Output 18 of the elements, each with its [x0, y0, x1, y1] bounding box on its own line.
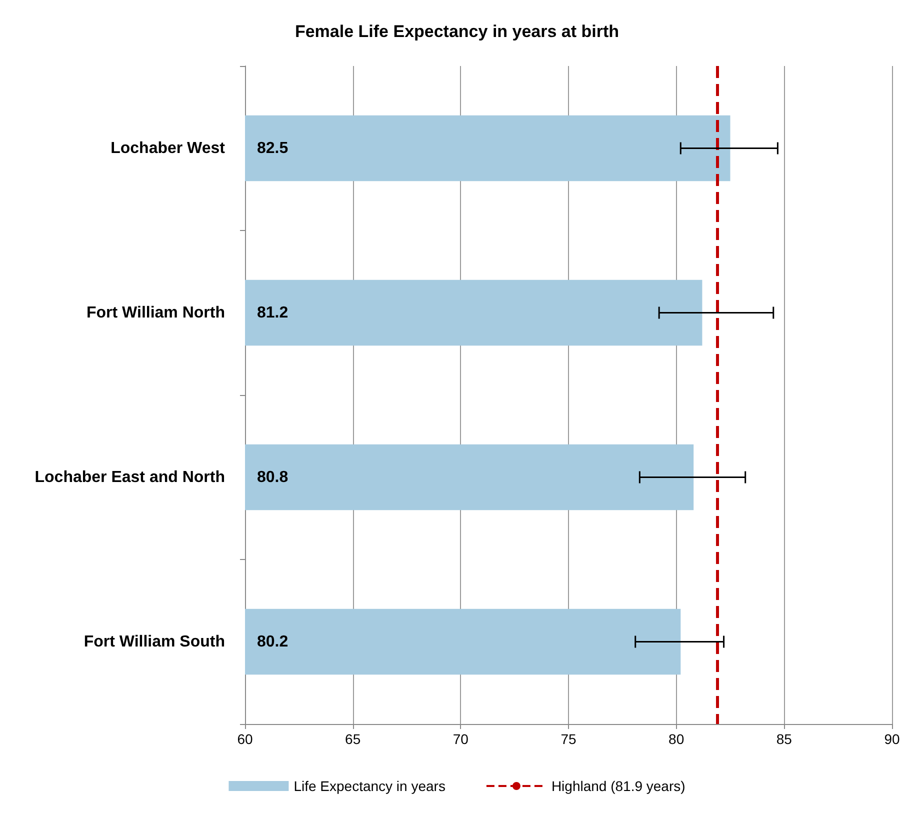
data-label: 80.2 [257, 633, 288, 650]
y-tick-label: Fort William South [84, 633, 225, 650]
x-tick-label: 65 [345, 731, 361, 747]
x-tick-label: 60 [237, 731, 253, 747]
x-tick-label: 80 [668, 731, 684, 747]
y-tick-label: Fort William North [86, 304, 225, 322]
data-label: 82.5 [257, 140, 288, 157]
x-tick-label: 70 [452, 731, 469, 747]
x-tick-label: 90 [884, 731, 900, 747]
y-tick-label: Lochaber West [110, 140, 226, 157]
y-tick-label: Lochaber East and North [34, 468, 225, 486]
chart-title: Female Life Expectancy in years at birth [294, 22, 620, 41]
x-tick-label: 85 [776, 731, 792, 747]
legend-label: Life Expectancy in years [294, 778, 446, 794]
x-tick-label: 75 [560, 731, 576, 747]
legend-label: Highland (81.9 years) [551, 778, 686, 794]
data-label: 81.2 [257, 304, 288, 322]
data-label: 80.8 [257, 468, 288, 486]
